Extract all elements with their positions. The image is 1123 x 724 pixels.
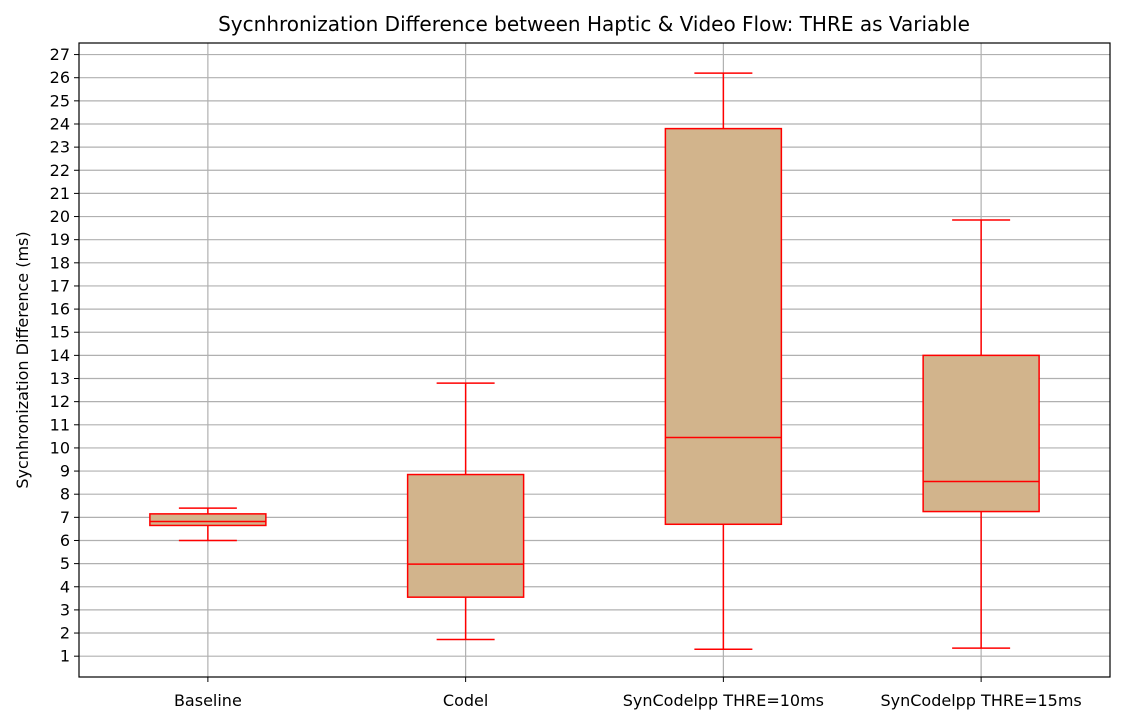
y-axis-label: Sycnhronization Difference (ms) bbox=[13, 231, 32, 488]
y-tick-label: 21 bbox=[50, 184, 70, 203]
box-iqr bbox=[664, 127, 783, 526]
box-iqr bbox=[406, 473, 525, 598]
y-tick-label: 9 bbox=[60, 462, 70, 481]
y-tick-label: 16 bbox=[50, 300, 70, 319]
y-tick-label: 8 bbox=[60, 485, 70, 504]
y-tick-label: 19 bbox=[50, 230, 70, 249]
y-tick-label: 27 bbox=[50, 45, 70, 64]
box-group bbox=[664, 72, 783, 650]
y-tick-label: 12 bbox=[50, 392, 70, 411]
x-tick-label: Baseline bbox=[174, 691, 242, 710]
y-tick-label: 5 bbox=[60, 554, 70, 573]
box-group bbox=[922, 219, 1040, 649]
plot-frame bbox=[78, 42, 1111, 678]
y-tick-label: 17 bbox=[50, 276, 70, 295]
y-tick-label: 18 bbox=[50, 253, 70, 272]
y-tick-label: 26 bbox=[50, 68, 70, 87]
x-tick-label: SynCodelpp THRE=10ms bbox=[623, 691, 824, 710]
y-tick-label: 1 bbox=[60, 647, 70, 666]
tick-labels: 1234567891011121314151617181920212223242… bbox=[50, 45, 1082, 710]
y-tick-label: 11 bbox=[50, 415, 70, 434]
y-tick-label: 13 bbox=[50, 369, 70, 388]
y-tick-label: 10 bbox=[50, 438, 70, 457]
y-tick-label: 2 bbox=[60, 624, 70, 643]
chart-title: Sycnhronization Difference between Hapti… bbox=[218, 12, 970, 36]
y-tick-label: 3 bbox=[60, 600, 70, 619]
y-tick-label: 24 bbox=[50, 114, 70, 133]
box-group bbox=[406, 382, 525, 641]
x-tick-label: Codel bbox=[443, 691, 488, 710]
y-tick-label: 20 bbox=[50, 207, 70, 226]
box-group bbox=[149, 507, 267, 542]
y-tick-label: 25 bbox=[50, 91, 70, 110]
y-tick-label: 14 bbox=[50, 346, 70, 365]
y-tick-label: 23 bbox=[50, 138, 70, 157]
box-iqr bbox=[922, 354, 1040, 513]
y-tick-label: 22 bbox=[50, 161, 70, 180]
y-tick-label: 6 bbox=[60, 531, 70, 550]
x-tick-label: SynCodelpp THRE=15ms bbox=[880, 691, 1081, 710]
y-tick-label: 7 bbox=[60, 508, 70, 527]
y-tick-label: 4 bbox=[60, 577, 70, 596]
box-iqr bbox=[149, 513, 267, 527]
y-tick-label: 15 bbox=[50, 323, 70, 342]
boxes bbox=[149, 72, 1040, 650]
